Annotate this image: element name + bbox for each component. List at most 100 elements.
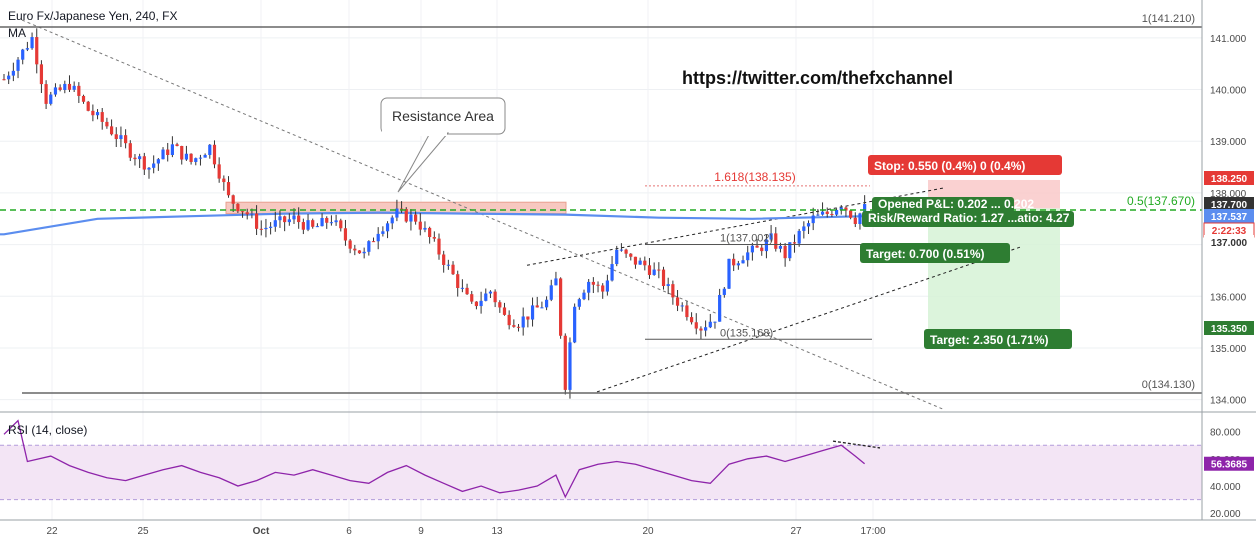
chart-title: Euro Fx/Japanese Yen, 240, FX	[8, 9, 177, 23]
resistance-area-label: Resistance Area	[392, 108, 494, 124]
candle-body	[264, 227, 268, 230]
candle-body	[306, 220, 310, 230]
target1-label-bg	[860, 243, 1010, 263]
candle-body	[704, 327, 708, 331]
candle-body	[675, 297, 680, 306]
candle-body	[67, 83, 72, 90]
candle-body	[376, 233, 380, 242]
candle-body	[2, 79, 6, 81]
moving-average-line	[0, 211, 865, 236]
candle-body	[736, 263, 740, 266]
candle-body	[72, 85, 76, 90]
candle-body	[797, 230, 801, 244]
candle-body	[577, 299, 581, 307]
candle-body	[212, 144, 217, 165]
candle-body	[381, 231, 385, 234]
candle-body	[21, 49, 25, 60]
price-badge-value: 137.537	[1211, 212, 1248, 223]
candle-body	[844, 207, 848, 211]
candle-body	[694, 322, 698, 329]
price-tick-label: 140.000	[1210, 86, 1247, 97]
rsi-value-badge	[1204, 456, 1254, 471]
price-tick-label: 135.000	[1210, 344, 1247, 355]
candle-body	[825, 211, 829, 214]
time-tick-label: 25	[137, 526, 149, 537]
watermark-url: https://twitter.com/thefxchannel	[682, 68, 953, 88]
candle-body	[638, 260, 642, 265]
candle-body	[156, 159, 160, 164]
candle-body	[404, 209, 408, 222]
price-badge-current	[1204, 197, 1254, 211]
candle-body	[652, 269, 656, 275]
candle-body	[811, 215, 815, 224]
candle-body	[170, 144, 174, 155]
target-zone	[928, 208, 1060, 330]
fib-05-label: 0.5(137.670)	[1127, 194, 1195, 208]
candle-body	[596, 284, 600, 286]
time-tick-label: 6	[346, 526, 352, 537]
candle-body	[35, 37, 39, 65]
candle-body	[357, 250, 362, 254]
candle-body	[750, 245, 754, 253]
candle-body	[587, 281, 591, 293]
candle-body	[605, 280, 609, 292]
candle-body	[591, 281, 595, 285]
candle-body	[507, 314, 511, 326]
candle-body	[521, 316, 525, 328]
candle-body	[718, 294, 722, 322]
pnl-label: Opened P&L: 0.202 ... 0.202	[878, 197, 1034, 211]
trade-labels: Stop: 0.550 (0.4%) 0 (0.4%) Opened P&L: 0…	[860, 155, 1074, 349]
candle-body	[362, 251, 366, 254]
candle-body	[689, 317, 694, 323]
candle-body	[166, 149, 170, 155]
risk-reward-label-bg	[862, 211, 1074, 227]
stop-label-bg	[868, 155, 1062, 175]
candle-body	[774, 233, 778, 249]
candle-body	[399, 208, 404, 210]
candle-body	[100, 112, 104, 122]
candle-body	[301, 222, 305, 230]
resistance-area[interactable]: Resistance Area	[225, 97, 567, 215]
candle-body	[109, 126, 114, 135]
fib-0-label: 0(134.130)	[1142, 379, 1195, 391]
candle-body	[348, 240, 352, 249]
candle-body	[853, 217, 857, 224]
candle-body	[820, 211, 825, 215]
rsi-value: 56.3685	[1211, 460, 1248, 471]
candles	[2, 28, 867, 399]
stop-label: Stop: 0.550 (0.4%) 0 (0.4%)	[874, 159, 1025, 173]
candle-body	[208, 144, 212, 155]
candle-body	[236, 203, 240, 212]
candle-body	[629, 253, 633, 257]
fib-mid-label: 1(137.002)	[720, 232, 773, 244]
ma-indicator-label[interactable]: MA	[8, 26, 26, 40]
candle-body	[568, 342, 572, 390]
candle-body	[371, 241, 376, 243]
candle-body	[222, 178, 226, 183]
candle-body	[830, 213, 834, 215]
candle-body	[105, 121, 109, 127]
candle-body	[680, 305, 684, 307]
fib-1-label: 1(141.210)	[1142, 13, 1195, 25]
candle-body	[395, 208, 399, 218]
candle-body	[180, 145, 184, 160]
candle-body	[671, 284, 675, 298]
candle-body	[287, 219, 291, 223]
candle-body	[769, 233, 773, 240]
price-badge-plain	[1204, 235, 1254, 249]
candle-body	[390, 217, 394, 224]
time-tick-label: 22	[46, 526, 58, 537]
candle-body	[409, 214, 413, 222]
candle-body	[516, 326, 521, 328]
candle-body	[601, 285, 605, 292]
candle-body	[479, 300, 483, 307]
candle-body	[792, 242, 797, 244]
candle-body	[339, 220, 343, 229]
candle-body	[423, 227, 427, 230]
price-badge-value: 137.000	[1211, 238, 1248, 249]
candle-body	[11, 70, 15, 76]
